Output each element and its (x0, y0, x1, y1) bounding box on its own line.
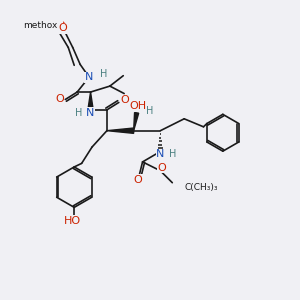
Text: N: N (85, 72, 93, 82)
Polygon shape (134, 112, 139, 131)
Text: O: O (158, 163, 166, 173)
Text: HO: HO (64, 216, 81, 226)
Text: H: H (169, 149, 176, 160)
Text: H: H (146, 106, 154, 116)
Text: O: O (134, 175, 142, 185)
Text: OH: OH (130, 101, 147, 111)
Polygon shape (107, 128, 134, 134)
Text: H: H (100, 69, 108, 79)
Text: O: O (120, 95, 129, 105)
Text: N: N (86, 108, 95, 118)
Text: C(CH₃)₃: C(CH₃)₃ (184, 183, 218, 192)
Text: O: O (56, 21, 65, 31)
Text: O: O (55, 94, 64, 104)
Text: N: N (156, 149, 165, 160)
Text: O: O (58, 23, 67, 33)
Polygon shape (88, 92, 93, 110)
Text: H: H (75, 108, 82, 118)
Text: methoxy: methoxy (23, 21, 63, 30)
